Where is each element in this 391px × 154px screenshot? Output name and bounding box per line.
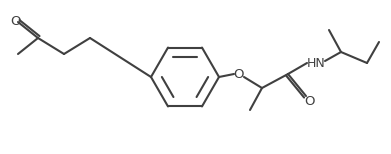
Text: O: O xyxy=(11,14,21,28)
Text: O: O xyxy=(305,95,315,107)
Text: HN: HN xyxy=(307,57,325,69)
Text: O: O xyxy=(234,67,244,81)
